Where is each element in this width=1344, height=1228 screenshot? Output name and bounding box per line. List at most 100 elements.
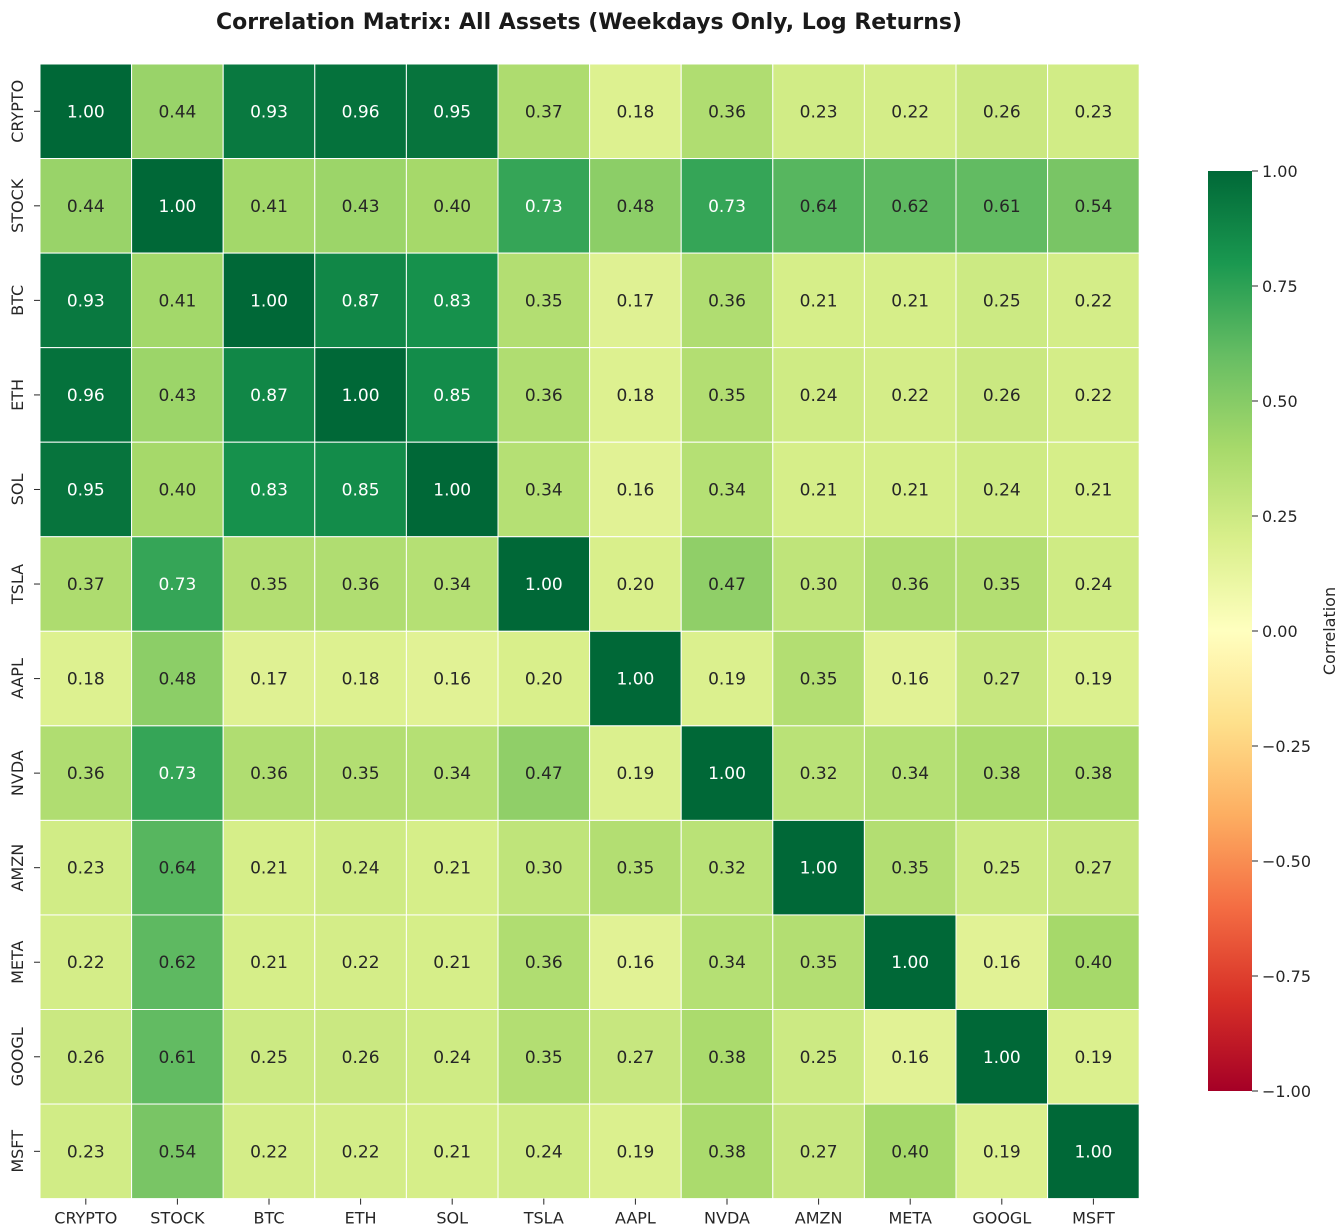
heatmap-cell xyxy=(955,1009,1049,1105)
heatmap-cell xyxy=(222,63,316,160)
colorbar-gradient xyxy=(1208,171,1252,1091)
cell-value-label: 0.19 xyxy=(616,764,654,784)
heatmap-cell xyxy=(955,441,1049,538)
cell-value-label: 0.23 xyxy=(67,1142,105,1162)
cell-value-label: 1.00 xyxy=(891,953,929,973)
cell-value-label: 0.73 xyxy=(708,197,746,217)
cell-value-label: 0.37 xyxy=(67,575,105,595)
cell-value-label: 0.87 xyxy=(250,386,288,406)
heatmap-cell xyxy=(222,441,316,538)
heatmap-cell xyxy=(1047,252,1140,349)
heatmap-cell xyxy=(39,252,133,349)
cell-value-label: 0.21 xyxy=(433,953,471,973)
cell-value-label: 1.00 xyxy=(616,670,654,690)
cell-value-label: 0.16 xyxy=(433,670,471,690)
heatmap-cell xyxy=(955,158,1049,254)
cell-value-label: 0.18 xyxy=(616,102,654,122)
heatmap-cell xyxy=(772,347,865,443)
cell-value-label: 0.26 xyxy=(983,386,1021,406)
cell-value-label: 0.21 xyxy=(800,480,838,500)
row-tick-label: CRYPTO xyxy=(8,80,27,143)
cell-value-label: 0.85 xyxy=(433,386,471,406)
heatmap-cell xyxy=(314,63,407,160)
column-tick-label: TSLA xyxy=(523,1209,564,1228)
heatmap-cell xyxy=(589,914,682,1011)
cell-value-label: 0.25 xyxy=(250,1048,288,1068)
heatmap-cell xyxy=(863,63,957,160)
chart-title: Correlation Matrix: All Assets (Weekdays… xyxy=(216,10,962,35)
cell-value-label: 0.19 xyxy=(616,1142,654,1162)
cell-value-label: 0.36 xyxy=(708,102,746,122)
heatmap-cell xyxy=(589,252,682,349)
cell-value-label: 0.23 xyxy=(67,859,105,879)
heatmap-cell xyxy=(497,1103,591,1200)
heatmap-cell xyxy=(772,158,865,254)
heatmap-cell xyxy=(405,441,499,538)
column-tick-label: AMZN xyxy=(795,1209,843,1228)
column-tick-label: AAPL xyxy=(615,1209,656,1228)
cell-value-label: 0.61 xyxy=(983,197,1021,217)
column-tick-labels: CRYPTO STOCK BTC ETH SOL TSLA AAPL NVDA AMZN META… xyxy=(54,1198,1115,1228)
column-tick-label: CRYPTO xyxy=(54,1209,117,1228)
cell-value-label: 0.35 xyxy=(708,386,746,406)
cell-value-label: 0.18 xyxy=(342,670,380,690)
row-tick-label: ETH xyxy=(8,379,27,411)
cell-value-label: 1.00 xyxy=(525,575,563,595)
cell-value-label: 0.83 xyxy=(250,480,288,500)
row-tick-label: AAPL xyxy=(8,658,27,699)
heatmap-cell xyxy=(131,1103,224,1200)
cell-value-label: 0.37 xyxy=(525,102,563,122)
cell-value-label: 0.34 xyxy=(433,764,471,784)
cell-value-label: 0.40 xyxy=(433,197,471,217)
heatmap-cell xyxy=(497,1009,591,1105)
cell-value-label: 1.00 xyxy=(983,1048,1021,1068)
cell-value-label: 0.27 xyxy=(800,1142,838,1162)
cell-value-label: 0.95 xyxy=(433,102,471,122)
heatmap-cell xyxy=(863,536,957,632)
cell-value-label: 0.25 xyxy=(983,859,1021,879)
cell-value-label: 0.18 xyxy=(616,386,654,406)
cell-value-label: 0.24 xyxy=(1074,575,1112,595)
cell-value-label: 0.93 xyxy=(67,291,105,311)
cell-value-label: 1.00 xyxy=(158,197,196,217)
heatmap-cell xyxy=(772,1103,865,1200)
cell-value-label: 0.38 xyxy=(983,764,1021,784)
cell-value-label: 0.22 xyxy=(342,1142,380,1162)
colorbar-label: Correlation xyxy=(1320,587,1339,675)
heatmap-cell xyxy=(680,536,774,632)
heatmap-cells: 1.00 0.44 0.93 0.96 0.95 0.37 0.18 0.36 0.23 0.22… xyxy=(39,63,1140,1200)
cell-value-label: 0.61 xyxy=(158,1048,196,1068)
cell-value-label: 0.22 xyxy=(891,102,929,122)
heatmap-cell xyxy=(955,252,1049,349)
heatmap-cell xyxy=(222,725,316,821)
heatmap-cell xyxy=(222,1103,316,1200)
cell-value-label: 0.35 xyxy=(525,291,563,311)
cell-value-label: 0.85 xyxy=(342,480,380,500)
heatmap-cell xyxy=(497,819,591,916)
heatmap-cell xyxy=(497,630,591,727)
heatmap-cell xyxy=(222,819,316,916)
heatmap-cell xyxy=(497,536,591,632)
cell-value-label: 0.47 xyxy=(525,764,563,784)
cell-value-label: 0.32 xyxy=(800,764,838,784)
cell-value-label: 0.96 xyxy=(67,386,105,406)
heatmap-cell xyxy=(680,158,774,254)
heatmap-cell xyxy=(772,630,865,727)
colorbar: 1.00 0.75 0.50 0.25 0.00 −0.25 −0.50 −0.75 −1.00… xyxy=(1208,162,1339,1101)
cell-value-label: 0.16 xyxy=(983,953,1021,973)
heatmap-cell xyxy=(589,347,682,443)
colorbar-tick-label: 0.50 xyxy=(1262,392,1298,411)
cell-value-label: 0.32 xyxy=(708,859,746,879)
heatmap-cell xyxy=(314,914,407,1011)
column-tick-label: META xyxy=(889,1209,932,1228)
cell-value-label: 1.00 xyxy=(1074,1142,1112,1162)
cell-value-label: 0.25 xyxy=(800,1048,838,1068)
heatmap-cell xyxy=(39,63,133,160)
heatmap-cell xyxy=(39,819,133,916)
cell-value-label: 0.87 xyxy=(342,291,380,311)
cell-value-label: 0.35 xyxy=(983,575,1021,595)
cell-value-label: 0.23 xyxy=(800,102,838,122)
row-tick-labels: CRYPTO STOCK BTC ETH SOL TSLA AAPL NVDA AMZN META… xyxy=(8,80,40,1173)
cell-value-label: 0.73 xyxy=(525,197,563,217)
heatmap-cell xyxy=(589,441,682,538)
